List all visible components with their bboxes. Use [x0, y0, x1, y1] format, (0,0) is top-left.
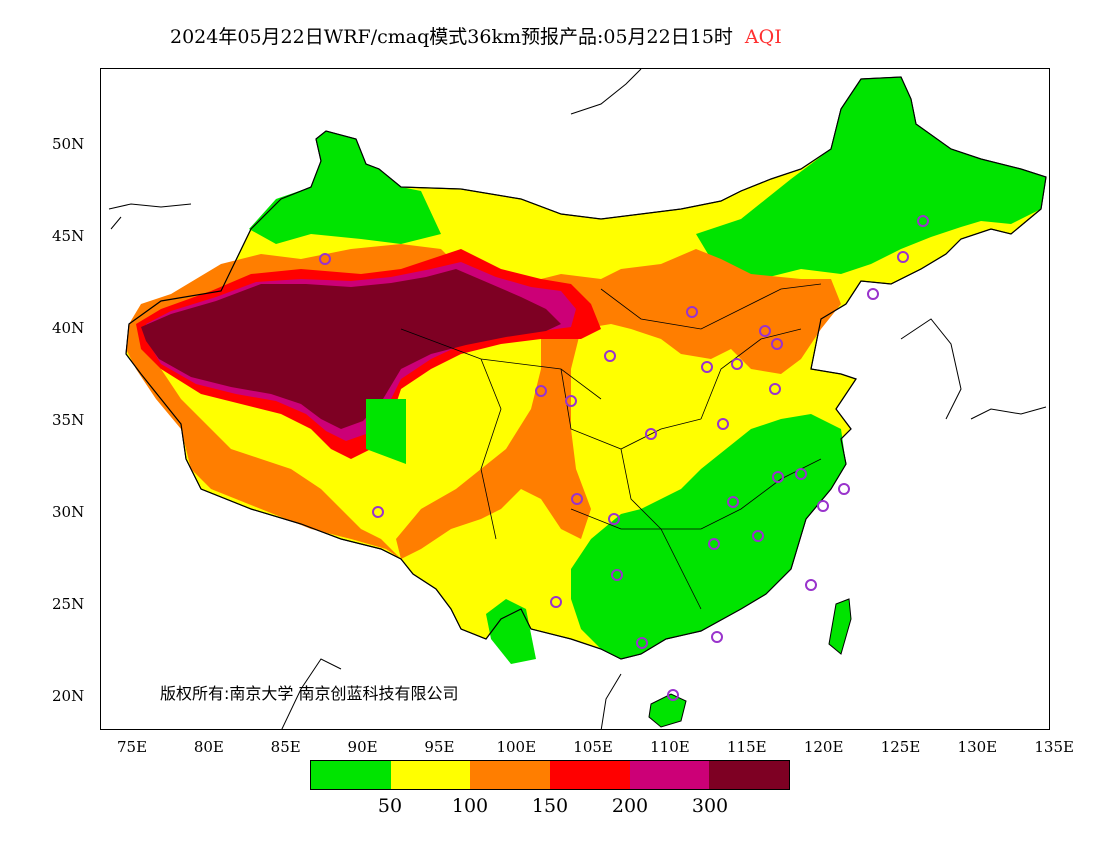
longitude-tick-label: 80E	[193, 738, 224, 756]
city-marker	[604, 350, 616, 362]
city-marker	[319, 253, 331, 265]
copyright-notice: 版权所有:南京大学 南京创蓝科技有限公司	[160, 684, 459, 703]
city-marker	[636, 637, 648, 649]
region-orange-north	[396, 249, 841, 559]
region-green-northwest	[249, 131, 441, 244]
legend-label: 300	[691, 795, 729, 817]
city-marker	[817, 500, 829, 512]
city-marker	[667, 689, 679, 701]
city-marker	[917, 215, 929, 227]
longitude-tick-label: 90E	[347, 738, 378, 756]
city-marker	[731, 358, 743, 370]
title-highlight: AQI	[744, 26, 782, 48]
city-marker	[752, 530, 764, 542]
city-markers	[319, 215, 929, 701]
longitude-tick-label: 130E	[957, 738, 998, 756]
city-marker	[771, 338, 783, 350]
latitude-tick-label: 30N	[52, 503, 85, 521]
latitude-tick-label: 45N	[52, 227, 85, 245]
longitude-tick-label: 110E	[650, 738, 690, 756]
province-boundaries	[400, 283, 822, 610]
legend-swatch	[390, 761, 471, 789]
latitude-tick-label: 35N	[52, 411, 85, 429]
longitude-tick-label: 95E	[424, 738, 455, 756]
city-marker	[717, 418, 729, 430]
coast-balkhash	[108, 203, 192, 230]
city-marker	[838, 483, 850, 495]
city-marker	[701, 361, 713, 373]
coast-lake-baikal	[570, 69, 642, 115]
latitude-tick-label: 40N	[52, 319, 85, 337]
hainan-island	[648, 693, 687, 728]
aqi-map	[108, 69, 1047, 729]
city-marker	[897, 251, 909, 263]
taiwan-island	[828, 598, 852, 655]
longitude-tick-label: 120E	[803, 738, 844, 756]
legend-swatch	[311, 761, 391, 789]
legend-swatch	[470, 761, 551, 789]
longitude-tick-label: 75E	[116, 738, 148, 756]
city-marker	[571, 493, 583, 505]
longitude-tick-label: 125E	[880, 738, 921, 756]
legend-label: 150	[531, 795, 569, 817]
coast-korea-japan	[900, 318, 1047, 420]
latitude-tick-label: 50N	[52, 135, 85, 153]
city-marker	[535, 385, 547, 397]
legend-swatch	[550, 761, 630, 789]
city-marker	[711, 631, 723, 643]
city-marker	[759, 325, 771, 337]
city-marker	[727, 496, 739, 508]
longitude-tick-label: 105E	[573, 738, 613, 756]
longitude-tick-label: 85E	[270, 738, 301, 756]
city-marker	[611, 569, 623, 581]
region-green-northeast	[696, 77, 1046, 279]
legend-swatch	[709, 761, 790, 789]
city-marker	[645, 428, 657, 440]
map-title: 2024年05月22日WRF/cmaq模式36km预报产品:05月22日15时 A…	[170, 22, 782, 49]
city-marker	[708, 538, 720, 550]
city-marker	[565, 395, 577, 407]
aqi-legend-bar	[310, 760, 790, 790]
map-frame	[100, 68, 1050, 730]
longitude-tick-label: 100E	[496, 738, 537, 756]
region-green-tibet	[366, 399, 406, 464]
region-orange-west	[126, 244, 461, 559]
legend-label: 50	[377, 795, 403, 817]
city-marker	[769, 383, 781, 395]
city-marker	[867, 288, 879, 300]
city-marker	[608, 513, 620, 525]
latitude-tick-label: 20N	[52, 687, 85, 705]
region-green-south	[571, 414, 846, 659]
longitude-tick-label: 115E	[727, 738, 767, 756]
city-marker	[805, 579, 817, 591]
legend-label: 100	[451, 795, 489, 817]
city-marker	[550, 596, 562, 608]
city-marker	[372, 506, 384, 518]
city-marker	[686, 306, 698, 318]
legend-label: 200	[611, 795, 649, 817]
longitude-tick-label: 135E	[1034, 738, 1074, 756]
legend-swatch	[629, 761, 710, 789]
city-marker	[795, 468, 807, 480]
region-maroon	[141, 269, 561, 429]
title-text: 2024年05月22日WRF/cmaq模式36km预报产品:05月22日15时	[170, 26, 733, 48]
latitude-tick-label: 25N	[52, 595, 85, 613]
country-outline	[125, 76, 1047, 660]
city-marker	[772, 471, 784, 483]
coast-southeast-asia	[281, 658, 622, 729]
